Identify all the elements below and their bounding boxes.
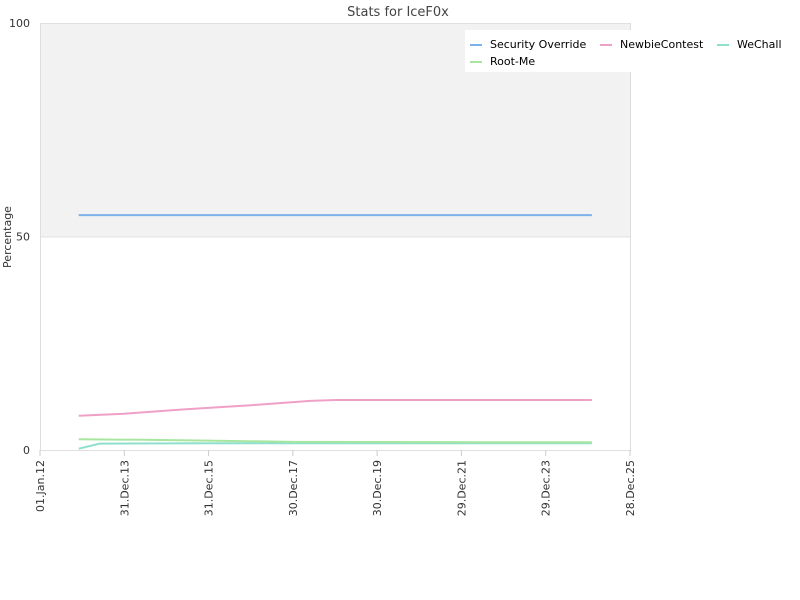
x-axis-ticks: 01.Jan.12 31.Dec.13 31.Dec.15 30.Dec.17 30.D… xyxy=(34,450,637,516)
x-tick-label: 30.Dec.17 xyxy=(287,460,300,516)
y-tick-label: 100 xyxy=(9,17,30,30)
y-axis-ticks: 0 50 100 xyxy=(9,17,30,457)
x-tick-label: 29.Dec.21 xyxy=(455,460,468,516)
x-tick-label: 29.Dec.23 xyxy=(540,460,553,516)
x-tick-label: 01.Jan.12 xyxy=(34,460,47,512)
series-line-wechall xyxy=(78,442,592,450)
x-tick-label: 28.Dec.25 xyxy=(624,460,637,516)
gridlines xyxy=(40,23,630,451)
legend-label: WeChall xyxy=(737,38,782,51)
legend-label: Security Override xyxy=(490,38,586,51)
x-tick-label: 31.Dec.15 xyxy=(203,460,216,516)
series-layer xyxy=(78,214,592,450)
series-line-root-me xyxy=(78,438,592,444)
y-tick-label: 50 xyxy=(16,231,30,244)
y-axis-label: Percentage xyxy=(1,206,14,268)
legend-label: Root-Me xyxy=(490,55,535,68)
legend-background xyxy=(465,30,785,72)
y-tick-label: 0 xyxy=(23,444,30,457)
legend-label: NewbieContest xyxy=(620,38,704,51)
series-line-newbiecontest xyxy=(78,399,592,417)
legend: Security Override NewbieContest WeChall Roo… xyxy=(465,30,785,72)
x-tick-label: 30.Dec.19 xyxy=(371,460,384,516)
x-tick-label: 31.Dec.13 xyxy=(118,460,131,516)
chart-title: Stats for IceF0x xyxy=(347,5,449,20)
